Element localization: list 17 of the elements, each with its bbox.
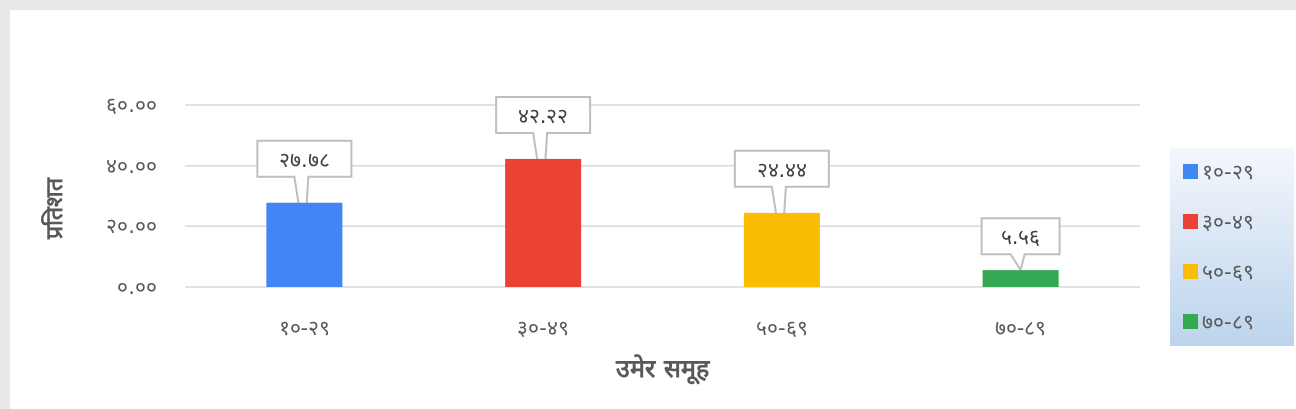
legend-label: ३०-४९ [1202, 210, 1254, 234]
y-tick-label: ६०.०० [106, 93, 157, 117]
x-tick-label: ५०-६९ [756, 316, 808, 340]
x-tick-label: १०-२९ [278, 316, 331, 340]
legend-label: ५०-६९ [1202, 260, 1254, 284]
y-tick-label: २०.०० [106, 214, 157, 239]
data-label: ४२.२२ [517, 103, 569, 128]
x-tick-label: ७०-८९ [994, 316, 1047, 340]
x-axis-title: उमेर समूह [615, 354, 711, 385]
y-axis-title: प्रतिशत [40, 176, 67, 240]
x-tick-label: ३०-४९ [517, 316, 569, 340]
data-label: २४.४४ [756, 157, 808, 182]
data-label: २७.७८ [279, 147, 330, 172]
y-tick-label: ४०.०० [106, 153, 157, 178]
legend-label: १०-२९ [1202, 160, 1254, 184]
data-label: ५.५६ [1000, 225, 1041, 250]
y-tick-label: ०.०० [117, 275, 157, 299]
